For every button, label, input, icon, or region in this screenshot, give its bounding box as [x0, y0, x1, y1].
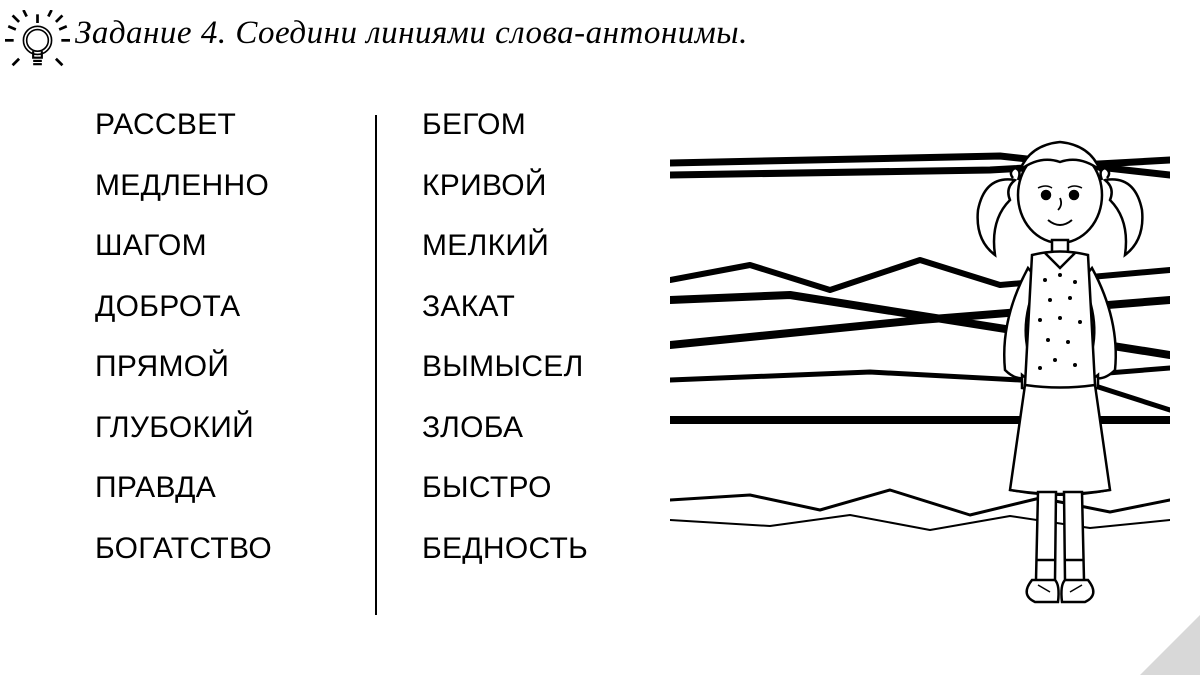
word-item: ВЫМЫСЕЛ: [422, 352, 682, 382]
word-item: МЕДЛЕННО: [95, 171, 375, 201]
word-item: ЗЛОБА: [422, 413, 682, 443]
task-label: Задание: [75, 15, 192, 51]
word-item: БОГАТСТВО: [95, 534, 375, 564]
word-item: КРИВОЙ: [422, 171, 682, 201]
word-item: БЫСТРО: [422, 473, 682, 503]
page-fold-icon: [1140, 615, 1200, 675]
word-item: МЕЛКИЙ: [422, 231, 682, 261]
word-item: ШАГОМ: [95, 231, 375, 261]
task-number: 4.: [201, 15, 227, 51]
illustration-area: [670, 100, 1170, 620]
word-item: ПРЯМОЙ: [95, 352, 375, 382]
word-item: БЕГОМ: [422, 110, 682, 140]
word-item: ДОБРОТА: [95, 292, 375, 322]
worksheet-page: Задание 4. Соедини линиями слова-антоним…: [0, 0, 1200, 675]
lightbulb-icon: [5, 10, 70, 75]
girl-drawing: [960, 120, 1160, 620]
word-item: ГЛУБОКИЙ: [95, 413, 375, 443]
word-item: БЕДНОСТЬ: [422, 534, 682, 564]
task-title: Задание 4. Соедини линиями слова-антоним…: [75, 15, 748, 52]
left-column: РАССВЕТ МЕДЛЕННО ШАГОМ ДОБРОТА ПРЯМОЙ ГЛ…: [95, 110, 375, 615]
column-divider: [375, 115, 377, 615]
word-item: ПРАВДА: [95, 473, 375, 503]
right-column: БЕГОМ КРИВОЙ МЕЛКИЙ ЗАКАТ ВЫМЫСЕЛ ЗЛОБА …: [422, 110, 682, 615]
word-item: РАССВЕТ: [95, 110, 375, 140]
word-item: ЗАКАТ: [422, 292, 682, 322]
task-instruction: Соедини линиями слова-антонимы.: [235, 15, 748, 51]
word-columns: РАССВЕТ МЕДЛЕННО ШАГОМ ДОБРОТА ПРЯМОЙ ГЛ…: [95, 110, 682, 615]
